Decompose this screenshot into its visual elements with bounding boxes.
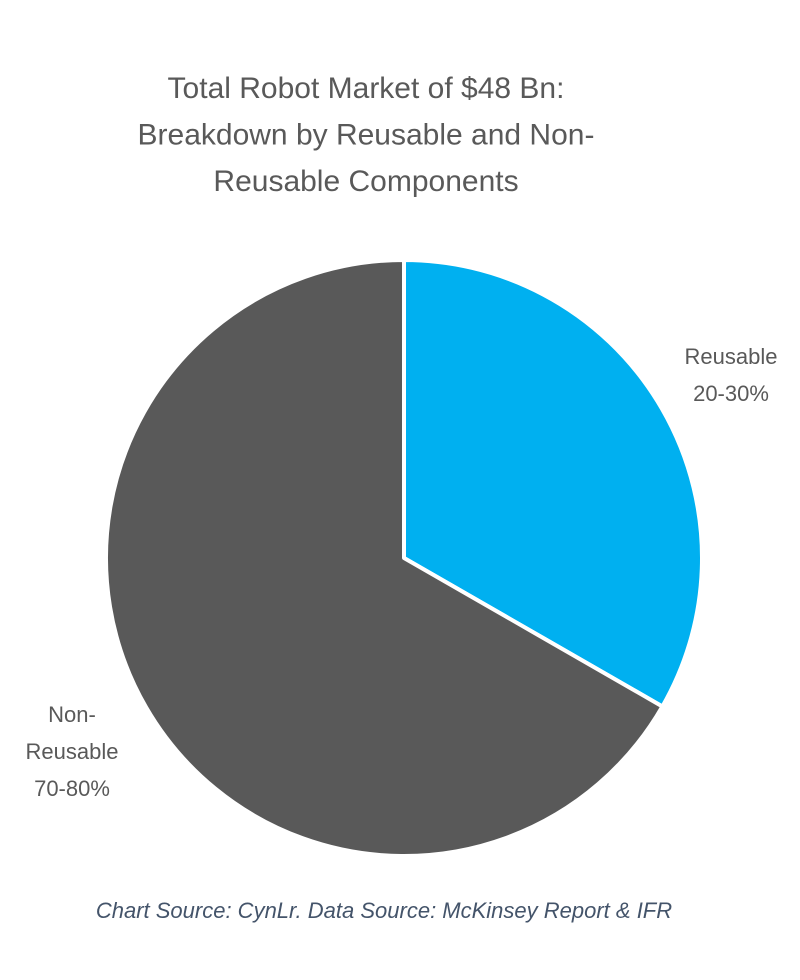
- chart-title-line: Reusable Components: [213, 165, 518, 198]
- chart-title-line: Total Robot Market of $48 Bn:: [168, 72, 565, 105]
- pie-slice: [402, 258, 704, 709]
- pie-slice: [104, 258, 665, 858]
- source-note: Chart Source: CynLr. Data Source: McKins…: [96, 898, 672, 923]
- chart-title-line: Breakdown by Reusable and Non-: [138, 118, 595, 151]
- slice-label: Reusable: [685, 344, 778, 369]
- slice-label: 70-80%: [34, 776, 110, 801]
- slice-label: Reusable: [26, 739, 119, 764]
- slice-label: Non-: [48, 702, 96, 727]
- slice-label: 20-30%: [693, 381, 769, 406]
